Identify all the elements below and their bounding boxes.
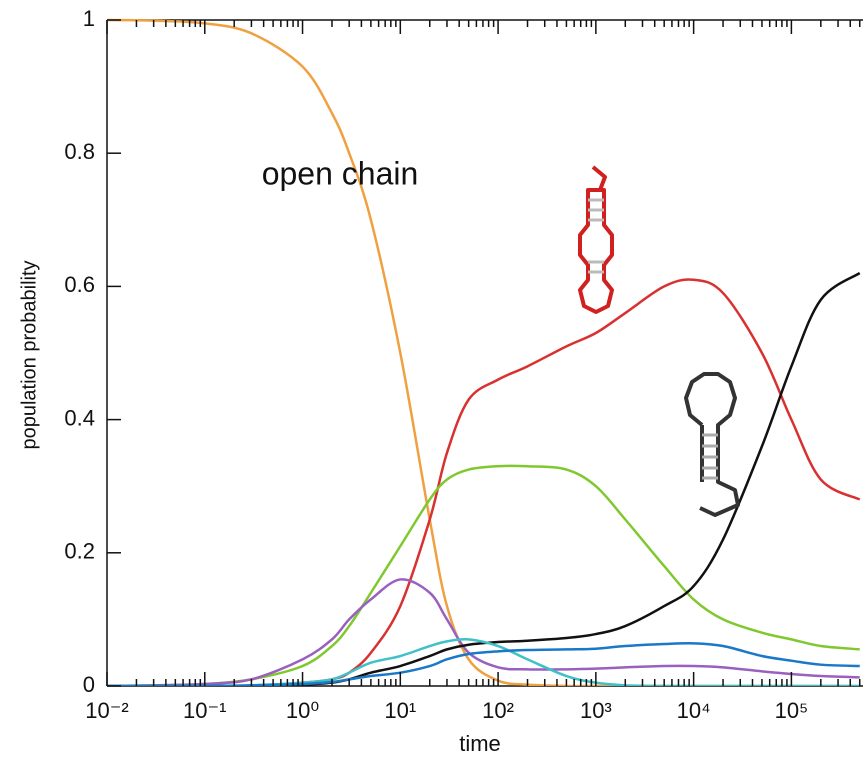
x-tick-label: 10²: [482, 698, 514, 723]
x-tick-label: 10⁻¹: [183, 698, 226, 723]
frame: [106, 19, 863, 687]
x-tick-label: 10⁻²: [85, 698, 128, 723]
series-line: [107, 464, 860, 686]
x-tick-label: 10⁴: [677, 698, 711, 723]
red-structure-icon: [578, 165, 614, 314]
series-line: [107, 18, 860, 686]
plot-lines: [107, 18, 861, 686]
series-line: [107, 578, 860, 686]
x-tick-label: 10⁰: [286, 698, 319, 723]
x-tick-label: 10⁵: [775, 698, 809, 723]
x-tick-label: 10¹: [384, 698, 416, 723]
y-tick-label: 0: [83, 672, 95, 697]
y-tick-label: 0.6: [64, 272, 95, 297]
y-tick-label: 0.4: [64, 405, 95, 430]
y-axis-label: population probability: [18, 260, 40, 449]
series-line: [107, 272, 861, 686]
series-line: [107, 642, 860, 686]
x-tick-label: 10³: [580, 698, 612, 723]
y-tick-label: 0.8: [64, 139, 95, 164]
y-tick-label: 1: [83, 6, 95, 31]
annotation: open chain: [262, 155, 419, 191]
black-structure-icon: [684, 372, 740, 517]
y-tick-label: 0.2: [64, 539, 95, 564]
x-axis-label: time: [459, 731, 501, 756]
